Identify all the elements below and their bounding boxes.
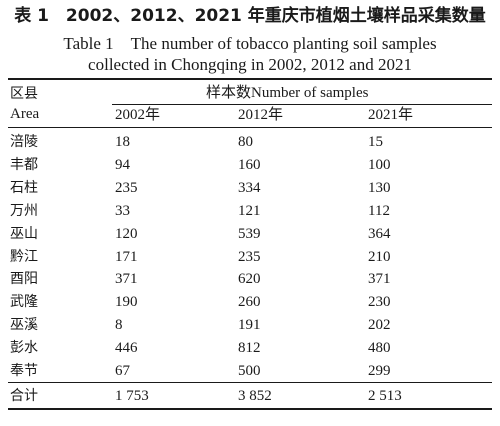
total-2012: 3 852: [238, 388, 272, 404]
cell-2012: 80: [238, 134, 253, 150]
caption-english-line-1: Table 1 The number of tobacco planting s…: [63, 34, 437, 53]
cell-area: 酉阳: [10, 271, 38, 287]
cell-2002: 18: [115, 134, 130, 150]
cell-area: 彭水: [10, 340, 38, 356]
cell-area: 巫溪: [10, 317, 38, 333]
table-caption-english: Table 1 The number of tobacco planting s…: [0, 33, 500, 75]
cell-2012: 260: [238, 294, 261, 310]
table-bottom-rule: [8, 408, 492, 410]
cell-2021: 210: [368, 249, 391, 265]
header-sub-rule: [112, 104, 492, 105]
cell-2002: 94: [115, 157, 130, 173]
header-year-2012: 2012年: [238, 107, 284, 123]
cell-2002: 171: [115, 249, 138, 265]
cell-2002: 446: [115, 340, 138, 356]
cell-2012: 539: [238, 226, 261, 242]
cell-2012: 235: [238, 249, 261, 265]
cell-2021: 371: [368, 271, 391, 287]
header-samples: 样本数Number of samples: [206, 85, 369, 101]
header-area-cn: 区县: [10, 86, 38, 102]
total-2002: 1 753: [115, 388, 149, 404]
cell-2021: 202: [368, 317, 391, 333]
cell-2021: 364: [368, 226, 391, 242]
header-bottom-rule: [8, 127, 492, 128]
cell-area: 奉节: [10, 363, 38, 379]
total-2021: 2 513: [368, 388, 402, 404]
cell-2012: 334: [238, 180, 261, 196]
cell-2021: 299: [368, 363, 391, 379]
cell-area: 石柱: [10, 180, 38, 196]
cell-2002: 371: [115, 271, 138, 287]
cell-area: 巫山: [10, 226, 38, 242]
cell-2002: 190: [115, 294, 138, 310]
cell-2002: 120: [115, 226, 138, 242]
cell-area: 万州: [10, 203, 38, 219]
caption-english-line-2: collected in Chongqing in 2002, 2012 and…: [88, 55, 412, 74]
cell-2021: 480: [368, 340, 391, 356]
cell-2012: 500: [238, 363, 261, 379]
cell-2021: 112: [368, 203, 390, 219]
cell-area: 丰都: [10, 157, 38, 173]
total-top-rule: [8, 382, 492, 383]
cell-2021: 100: [368, 157, 391, 173]
cell-2021: 230: [368, 294, 391, 310]
cell-2002: 67: [115, 363, 130, 379]
cell-area: 武隆: [10, 294, 38, 310]
cell-2021: 130: [368, 180, 391, 196]
header-year-2021: 2021年: [368, 107, 414, 123]
table-caption-chinese: 表 1 2002、2012、2021 年重庆市植烟土壤样品采集数量: [14, 6, 486, 26]
cell-2021: 15: [368, 134, 383, 150]
cell-2012: 620: [238, 271, 261, 287]
cell-2012: 191: [238, 317, 261, 333]
cell-2012: 121: [238, 203, 261, 219]
table-top-rule: [8, 78, 492, 80]
cell-2002: 33: [115, 203, 130, 219]
total-label: 合计: [10, 388, 38, 404]
cell-area: 黔江: [10, 249, 38, 265]
header-area-en: Area: [10, 106, 40, 122]
cell-2002: 8: [115, 317, 123, 333]
cell-2012: 160: [238, 157, 261, 173]
cell-2012: 812: [238, 340, 261, 356]
header-year-2002: 2002年: [115, 107, 161, 123]
cell-area: 涪陵: [10, 134, 38, 150]
cell-2002: 235: [115, 180, 138, 196]
